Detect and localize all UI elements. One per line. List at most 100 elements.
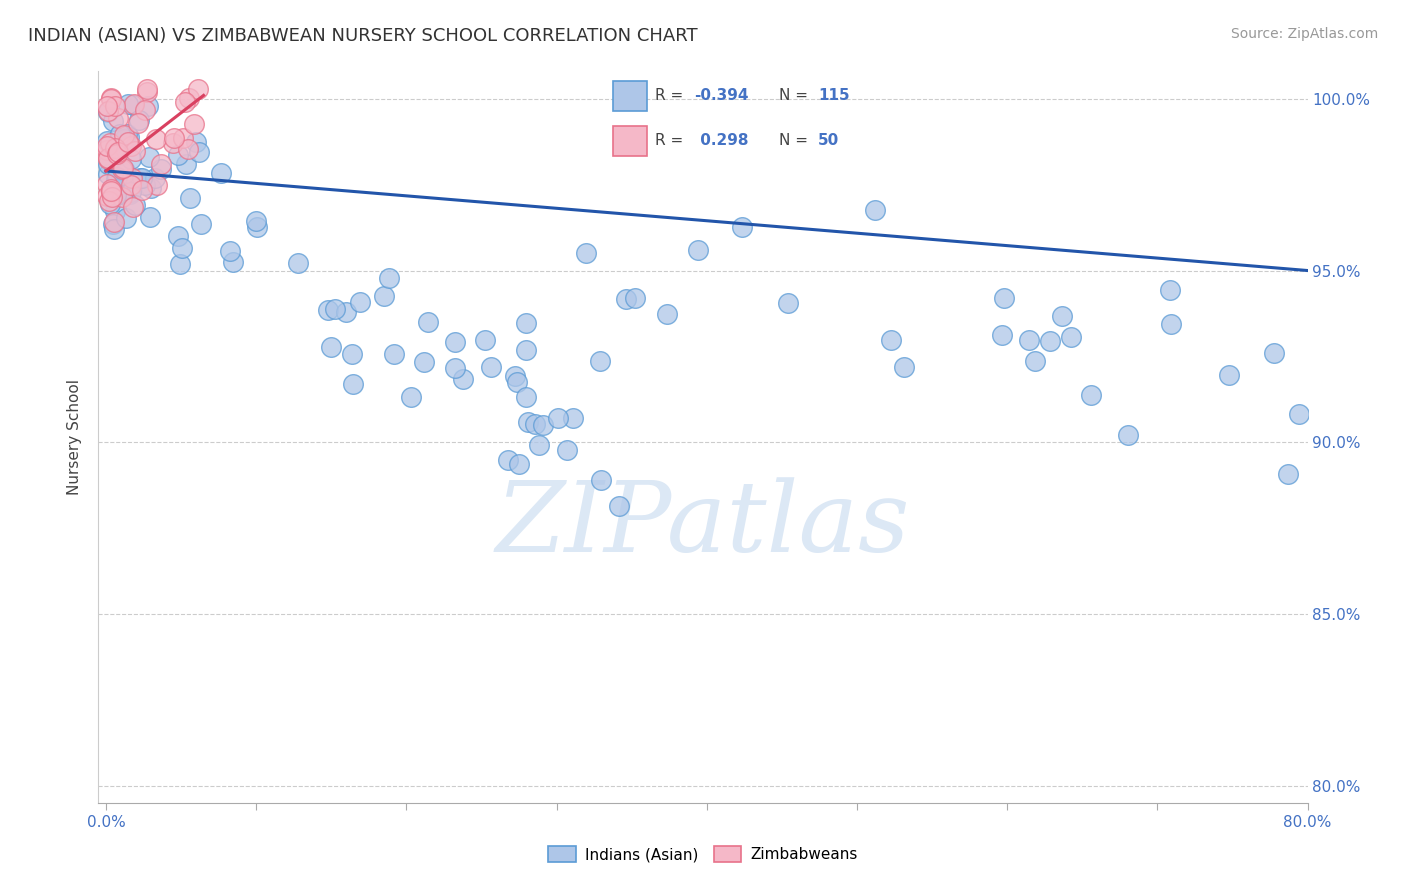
- Legend: Indians (Asian), Zimbabweans: Indians (Asian), Zimbabweans: [543, 840, 863, 868]
- Point: [101, 217, 124, 231]
- Point: [413, 355, 436, 369]
- Point: [101, 189, 124, 203]
- Point: [515, 317, 537, 331]
- Point: [865, 202, 887, 217]
- Point: [474, 334, 496, 348]
- Point: [1050, 310, 1073, 324]
- Point: [97, 157, 120, 171]
- Point: [96, 143, 118, 157]
- Point: [121, 201, 143, 215]
- Point: [97, 104, 120, 119]
- Point: [112, 132, 135, 146]
- Point: [131, 170, 153, 185]
- Point: [1288, 407, 1310, 421]
- Point: [101, 113, 124, 128]
- Point: [96, 134, 118, 148]
- Point: [172, 241, 194, 255]
- Point: [104, 141, 127, 155]
- Point: [1160, 317, 1182, 331]
- Point: [100, 185, 122, 199]
- Point: [176, 157, 198, 171]
- Point: [547, 411, 569, 425]
- Point: [96, 189, 118, 203]
- Point: [149, 156, 172, 170]
- Point: [1060, 330, 1083, 344]
- Point: [96, 139, 118, 153]
- Point: [342, 377, 364, 392]
- Point: [127, 116, 149, 130]
- Point: [177, 142, 200, 156]
- Text: N =: N =: [779, 133, 808, 148]
- Point: [103, 215, 125, 229]
- Point: [115, 128, 138, 142]
- Point: [562, 410, 585, 425]
- Point: [120, 152, 142, 166]
- Point: [575, 246, 598, 260]
- Point: [104, 99, 127, 113]
- Point: [614, 292, 637, 306]
- Point: [531, 417, 554, 432]
- Point: [136, 85, 159, 99]
- Point: [104, 188, 127, 202]
- Point: [1159, 284, 1181, 298]
- Point: [879, 333, 901, 347]
- Point: [506, 375, 529, 389]
- Point: [143, 170, 166, 185]
- Point: [591, 473, 613, 487]
- Point: [100, 184, 122, 198]
- Point: [589, 353, 612, 368]
- Point: [321, 340, 343, 354]
- Y-axis label: Nursery School: Nursery School: [67, 379, 83, 495]
- Point: [655, 306, 678, 320]
- Point: [145, 132, 167, 146]
- Point: [184, 136, 207, 150]
- Point: [1024, 354, 1046, 368]
- Point: [479, 359, 502, 374]
- Point: [246, 219, 269, 234]
- Point: [163, 131, 186, 145]
- Point: [1277, 467, 1299, 481]
- Point: [340, 347, 363, 361]
- Point: [444, 361, 467, 376]
- FancyBboxPatch shape: [613, 81, 647, 111]
- Point: [115, 211, 138, 226]
- Point: [118, 130, 141, 145]
- Point: [149, 162, 172, 177]
- Point: [136, 99, 159, 113]
- Point: [179, 191, 201, 205]
- Point: [100, 183, 122, 197]
- Point: [100, 92, 122, 106]
- Point: [1038, 334, 1060, 348]
- Point: [382, 347, 405, 361]
- Point: [122, 96, 145, 111]
- Point: [187, 81, 209, 95]
- Point: [111, 189, 134, 203]
- Point: [335, 304, 357, 318]
- Point: [139, 211, 162, 225]
- Point: [134, 178, 156, 193]
- Text: N =: N =: [779, 88, 808, 103]
- Point: [141, 180, 163, 194]
- Text: R =: R =: [655, 88, 683, 103]
- Point: [124, 198, 146, 212]
- Point: [97, 151, 120, 165]
- Point: [893, 360, 915, 375]
- Point: [730, 220, 752, 235]
- Point: [100, 182, 122, 196]
- Point: [1018, 333, 1040, 347]
- Point: [117, 96, 139, 111]
- Point: [401, 390, 423, 404]
- Point: [124, 145, 146, 159]
- Point: [287, 256, 309, 270]
- Text: 50: 50: [818, 133, 839, 148]
- Point: [167, 148, 190, 162]
- Point: [97, 104, 120, 119]
- Point: [134, 103, 156, 117]
- Point: [190, 217, 212, 231]
- Point: [686, 243, 709, 257]
- Text: INDIAN (ASIAN) VS ZIMBABWEAN NURSERY SCHOOL CORRELATION CHART: INDIAN (ASIAN) VS ZIMBABWEAN NURSERY SCH…: [28, 27, 697, 45]
- Point: [112, 139, 135, 153]
- Point: [323, 301, 346, 316]
- Point: [451, 372, 474, 386]
- Point: [517, 415, 540, 429]
